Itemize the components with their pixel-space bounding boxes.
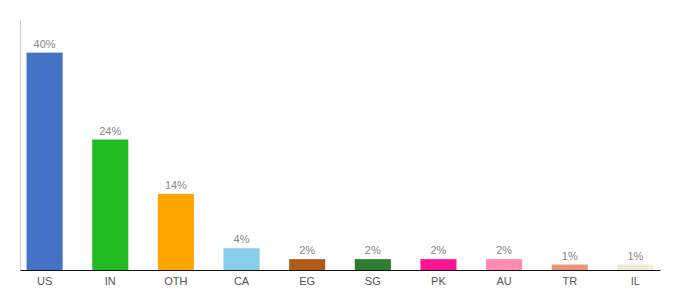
bar [420, 259, 456, 270]
bar [27, 53, 63, 270]
data-label: 2% [365, 244, 381, 256]
x-tick: IN [105, 275, 116, 287]
x-tick: IL [631, 275, 640, 287]
data-label: 14% [165, 179, 187, 191]
bar [486, 259, 522, 270]
bar [617, 265, 653, 270]
bar [92, 140, 128, 270]
x-tick-label: SG [365, 275, 381, 287]
x-tick-label: PK [431, 275, 446, 287]
x-tick-label: US [37, 275, 52, 287]
data-label: 2% [299, 244, 315, 256]
bar [289, 259, 325, 270]
data-label: 40% [34, 38, 56, 50]
data-label: 4% [234, 233, 250, 245]
data-label: 1% [627, 250, 643, 262]
x-tick-label: TR [562, 275, 577, 287]
y-axis-line [20, 21, 21, 271]
x-tick-label: AU [496, 275, 511, 287]
plot-area: US IN OTH CA EG SG PK AU TR IL 40% 24% 14% 4% 2% 2% 2% 2%… [21, 21, 661, 287]
bar [552, 265, 588, 270]
data-label: 2% [496, 244, 512, 256]
data-labels: 40% 24% 14% 4% 2% 2% 2% 2% 1% 1% [34, 38, 644, 262]
data-label: 2% [431, 244, 447, 256]
x-tick: EG [299, 275, 315, 287]
x-axis-line [21, 270, 661, 271]
x-tick-label: IN [105, 275, 116, 287]
data-label: 24% [99, 125, 121, 137]
data-label: 1% [562, 250, 578, 262]
bar [355, 259, 391, 270]
x-tick: US [37, 275, 52, 287]
x-tick-label: CA [234, 275, 250, 287]
x-tick: OTH [164, 275, 187, 287]
chart-container: US IN OTH CA EG SG PK AU TR IL 40% 24% 14% 4% 2% 2% 2% 2%… [0, 0, 680, 300]
x-tick-label: IL [631, 275, 640, 287]
x-tick-label: EG [299, 275, 315, 287]
x-tick: TR [562, 275, 577, 287]
x-tick: AU [496, 275, 511, 287]
bar [223, 248, 259, 270]
x-tick-label: OTH [164, 275, 187, 287]
bar [158, 194, 194, 270]
x-tick: PK [431, 275, 446, 287]
y-axis [20, 21, 21, 271]
chart-svg: US IN OTH CA EG SG PK AU TR IL 40% 24% 14% 4% 2% 2% 2% 2%… [0, 0, 680, 300]
x-axis: US IN OTH CA EG SG PK AU TR IL [21, 271, 661, 287]
x-tick: CA [234, 275, 250, 287]
x-tick: SG [365, 275, 381, 287]
bars [27, 53, 654, 270]
